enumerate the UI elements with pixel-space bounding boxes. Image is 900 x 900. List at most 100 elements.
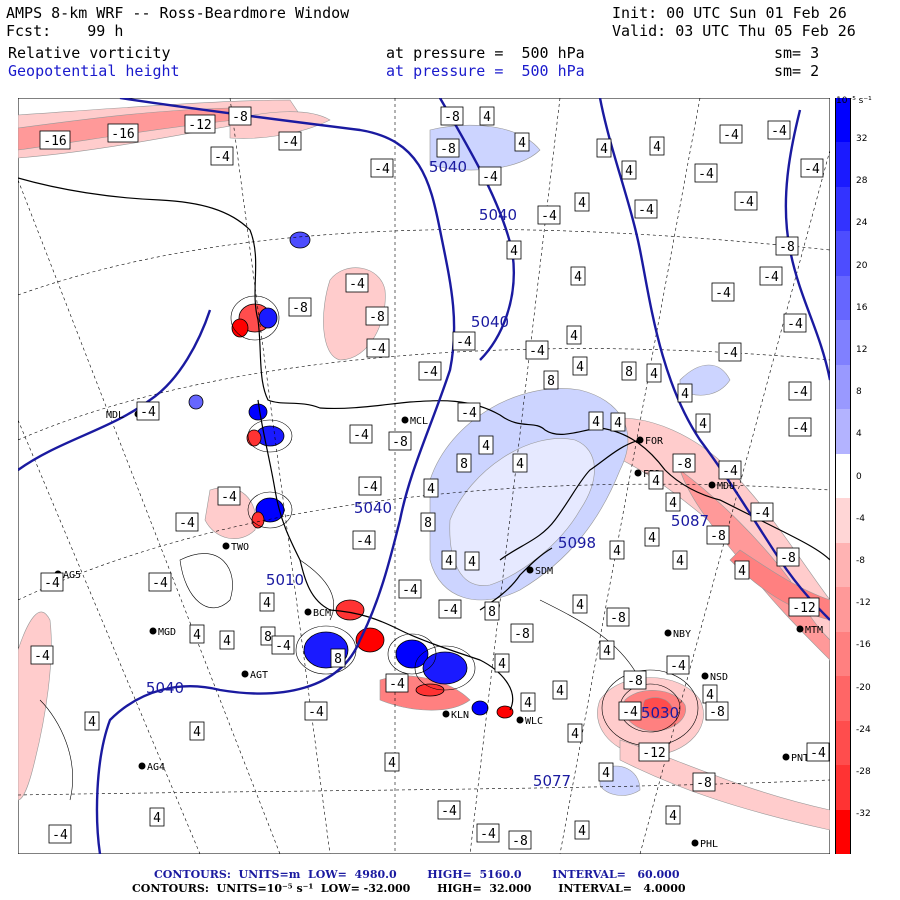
colorbar-tick-label: 12 — [856, 345, 868, 355]
colorbar-tick-label: -20 — [856, 682, 871, 693]
svg-text:-4: -4 — [140, 405, 156, 420]
vorticity-label: 4 — [464, 551, 480, 571]
station-marker-bcm — [304, 608, 312, 616]
colorbar-segment — [835, 765, 851, 810]
colorbar-segment — [835, 320, 851, 365]
svg-text:-8: -8 — [444, 110, 460, 125]
field2-level: at pressure = 500 hPa — [386, 62, 585, 80]
vorticity-label: -4 — [788, 417, 812, 437]
map-title: AMPS 8-km WRF -- Ross-Beardmore Window — [6, 4, 350, 22]
svg-text:-4: -4 — [541, 209, 557, 224]
svg-text:-4: -4 — [356, 534, 372, 549]
svg-text:4: 4 — [613, 544, 621, 559]
station-marker-kln — [442, 710, 450, 718]
vorticity-label: -8 — [510, 623, 534, 643]
svg-text:4: 4 — [524, 696, 532, 711]
vorticity-label: 4 — [567, 723, 583, 743]
vorticity-label: 4 — [598, 762, 614, 782]
vorticity-label: 4 — [599, 640, 615, 660]
svg-text:-4: -4 — [349, 277, 365, 292]
vorticity-label: -4 — [48, 824, 72, 844]
vorticity-label: -12 — [184, 114, 216, 134]
station-label-ag5: AG5 — [63, 570, 81, 581]
vorticity-label: 8 — [621, 361, 637, 381]
vorticity-label: -4 — [666, 655, 690, 675]
map-plot: MDLMCLFORFBDMDUTWOSDMAG5BCMMGDNBYMTMAGTN… — [18, 98, 830, 854]
vorticity-label: -4 — [718, 460, 742, 480]
colorbar-segment — [835, 720, 851, 766]
station-markers: MDLMCLFORFBDMDUTWOSDMAG5BCMMGDNBYMTMAGTN… — [54, 410, 823, 850]
svg-text:8: 8 — [460, 457, 468, 472]
svg-text:-4: -4 — [389, 677, 405, 692]
station-marker-ag4 — [138, 762, 146, 770]
height-contour-legend: CONTOURS: UNITS=m LOW= 4980.0 HIGH= 5160… — [154, 868, 680, 881]
svg-text:-4: -4 — [422, 365, 438, 380]
colorbar-tick-label: 8 — [856, 387, 862, 398]
colorbar-segment — [835, 364, 851, 410]
colorbar-tick-label: 0 — [856, 471, 862, 482]
vorticity-label: -4 — [175, 512, 199, 532]
svg-text:-4: -4 — [275, 639, 291, 654]
svg-text:-8: -8 — [780, 551, 796, 566]
svg-text:4: 4 — [650, 367, 658, 382]
vorticity-label: -4 — [783, 313, 807, 333]
svg-text:-8: -8 — [292, 301, 308, 316]
vorticity-label: 4 — [609, 540, 625, 560]
svg-text:4: 4 — [556, 684, 564, 699]
vorticity-label: -8 — [436, 138, 460, 158]
colorbar-segment — [835, 98, 851, 143]
vorticity-label: -4 — [271, 635, 295, 655]
colorbar-segment — [835, 142, 851, 187]
svg-text:4: 4 — [193, 725, 201, 740]
vorticity-label: -4 — [711, 282, 735, 302]
svg-text:4: 4 — [625, 164, 633, 179]
vorticity-contour-legend: CONTOURS: UNITS=10⁻⁵ s⁻¹ LOW= -32.000 HI… — [132, 882, 686, 895]
svg-text:8: 8 — [334, 652, 342, 667]
svg-text:-12: -12 — [188, 118, 211, 133]
svg-text:-4: -4 — [529, 344, 545, 359]
svg-text:-4: -4 — [402, 583, 418, 598]
station-label-mdu: MDU — [717, 481, 735, 492]
svg-text:-4: -4 — [810, 746, 826, 761]
svg-text:-4: -4 — [442, 603, 458, 618]
station-marker-mtm — [796, 625, 804, 633]
svg-text:-4: -4 — [441, 804, 457, 819]
vorticity-label: -4 — [759, 266, 783, 286]
station-marker-sdm — [526, 566, 534, 574]
svg-text:-4: -4 — [221, 490, 237, 505]
station-marker-mcl — [401, 416, 409, 424]
svg-text:4: 4 — [518, 136, 526, 151]
vorticity-label: -4 — [385, 673, 409, 693]
vorticity-label: 4 — [621, 160, 637, 180]
vorticity-label: -8 — [776, 547, 800, 567]
svg-text:4: 4 — [648, 531, 656, 546]
vorticity-label: -8 — [508, 830, 532, 850]
init-time: Init: 00 UTC Sun 01 Feb 26 — [612, 4, 847, 22]
vorticity-label: -4 — [800, 158, 824, 178]
station-marker-nby — [664, 629, 672, 637]
colorbar-segment — [835, 809, 851, 854]
svg-text:-4: -4 — [787, 317, 803, 332]
svg-text:4: 4 — [614, 416, 622, 431]
height-labels: 5040 5040 5040 5040 5040 5098 5087 5077 5030 5010 — [146, 158, 709, 790]
vorticity-label: -4 — [806, 742, 830, 762]
vorticity-label: 4 — [610, 412, 626, 432]
vorticity-label: -4 — [634, 199, 658, 219]
vorticity-label: 4 — [189, 721, 205, 741]
svg-text:8: 8 — [547, 374, 555, 389]
colorbar-segment — [835, 453, 851, 499]
colorbar-segment — [835, 587, 851, 632]
svg-text:-4: -4 — [370, 342, 386, 357]
colorbar-segment — [835, 186, 851, 232]
svg-text:-8: -8 — [676, 457, 692, 472]
vorticity-label: -4 — [438, 599, 462, 619]
svg-text:8: 8 — [488, 605, 496, 620]
svg-text:4: 4 — [592, 415, 600, 430]
height-label: 5087 — [671, 512, 709, 530]
vorticity-label: -4 — [618, 701, 642, 721]
station-marker-mgd — [149, 627, 157, 635]
vorticity-label: 8 — [420, 512, 436, 532]
vorticity-label: 4 — [441, 550, 457, 570]
colorbar-units: 10⁻⁵ s⁻¹ — [836, 96, 872, 106]
colorbar-tick-label: 16 — [856, 302, 868, 313]
